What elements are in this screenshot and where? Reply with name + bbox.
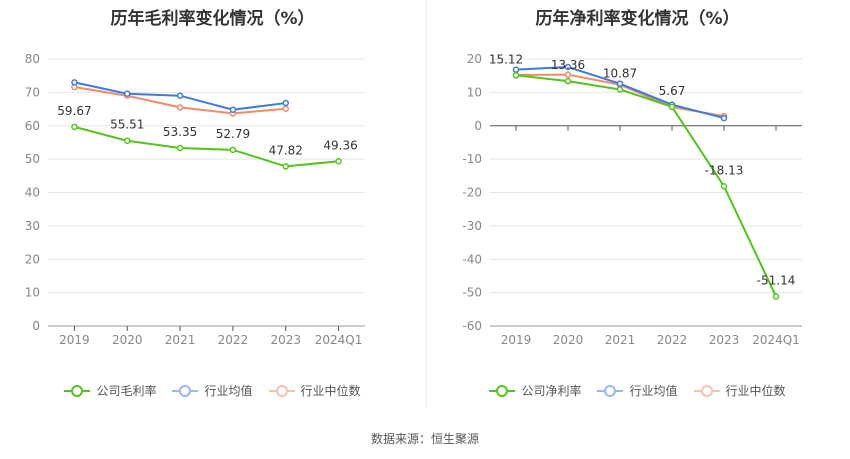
legend-label: 公司净利率 [521,384,582,398]
data-label: 10.87 [603,66,637,80]
gross-margin-panel: 历年毛利率变化情况（%） 0 10 20 30 40 50 60 70 80 2019 2020 20… [0,0,425,410]
y-tick-label: -30 [462,219,482,233]
x-tick-label: 2020 [112,333,143,347]
legend-item-1[interactable]: 行业均值 [172,382,253,399]
data-label: 49.36 [323,138,357,152]
data-label: -18.13 [705,163,744,177]
net-margin-panel: 历年净利率变化情况（%） -60 -50 -40 -30 -20 -10 0 10 20 2019… [425,0,850,410]
y-tick-label: 20 [25,252,40,266]
x-tick-label: 2019 [59,333,90,347]
series-0-point[interactable] [616,86,624,93]
series-1-point[interactable] [616,80,624,87]
data-label: 47.82 [269,143,303,157]
x-tick-label: 2019 [501,333,532,347]
legend-swatch-icon [172,384,199,398]
legend-label: 公司毛利率 [96,384,157,398]
series-0-point[interactable] [71,123,78,131]
data-label: 15.12 [489,52,523,66]
y-tick-label: -10 [462,152,482,166]
y-tick-label: 10 [25,286,40,300]
legend-label: 行业均值 [629,384,678,398]
legend-item-1[interactable]: 行业均值 [597,382,678,399]
data-label: 55.51 [110,118,144,132]
series-0-point[interactable] [124,137,131,144]
series-1-point[interactable] [282,99,289,107]
x-tick-label: 2022 [657,333,688,347]
series-1-point[interactable] [229,106,237,113]
y-tick-label: -50 [462,286,482,300]
legend-item-2[interactable]: 行业中位数 [268,382,361,399]
series-0-point[interactable] [176,144,184,152]
net-margin-legend: 公司净利率 行业均值 行业中位数 [425,382,850,399]
series-0-point[interactable] [512,72,520,79]
data-label: 59.67 [57,104,91,118]
y-tick-label: 10 [467,85,482,99]
legend-label: 行业中位数 [300,384,361,398]
data-source-note: 数据来源：恒生聚源 [370,432,479,446]
series-1-point[interactable] [512,66,520,73]
series-1-point[interactable] [71,79,78,86]
y-tick-label: -40 [462,252,482,266]
y-tick-label: 40 [25,186,40,200]
legend-swatch-icon [693,384,720,398]
y-tick-label: -20 [462,186,482,200]
series-2-point[interactable] [282,105,289,112]
legend-swatch-icon [268,384,295,398]
legend-swatch-icon [489,384,516,398]
gross-margin-legend: 公司毛利率 行业均值 行业中位数 [0,382,425,399]
series-0-point[interactable] [335,158,342,165]
y-tick-label: -60 [462,319,482,333]
y-tick-label: 0 [474,119,482,133]
x-tick-label: 2023 [270,333,301,347]
chart-title: 历年净利率变化情况（%） [535,9,740,29]
series-2-point[interactable] [176,104,184,111]
data-label: 5.67 [659,84,686,98]
legend-swatch-icon [64,384,91,398]
series-0-point[interactable] [229,146,237,154]
data-label: 53.35 [163,125,197,139]
y-tick-label: 0 [32,319,40,333]
legend-item-0[interactable]: 公司毛利率 [64,382,156,399]
net-margin-chart: -60 -50 -40 -30 -20 -10 0 10 20 2019 2020 2021 2022 2… [462,52,802,347]
series-0-line [515,74,777,297]
series-2-point[interactable] [564,71,572,78]
series-0-point[interactable] [668,103,676,111]
series-0-point[interactable] [564,77,572,85]
legend-item-2[interactable]: 行业中位数 [693,382,786,399]
chart-title: 历年毛利率变化情况（%） [110,9,315,29]
y-tick-label: 70 [25,85,40,99]
x-tick-label: 2021 [165,333,196,347]
gross-margin-chart: 0 10 20 30 40 50 60 70 80 2019 2020 2021 2022 2023 202… [25,52,365,347]
series-0-point[interactable] [282,163,289,170]
x-tick-label: 2020 [553,333,584,347]
y-tick-label: 30 [25,219,40,233]
legend-item-0[interactable]: 公司净利率 [489,382,581,399]
data-label: 13.36 [551,58,585,72]
legend-label: 行业均值 [204,384,253,398]
data-label: 52.79 [216,127,250,141]
x-tick-label: 2024Q1 [752,333,800,347]
y-tick-label: 80 [25,52,40,66]
x-tick-label: 2021 [605,333,636,347]
series-1-point[interactable] [720,114,728,122]
series-1-point[interactable] [124,90,131,97]
series-1-point[interactable] [176,92,184,99]
x-tick-label: 2023 [709,333,740,347]
y-tick-label: 20 [467,52,482,66]
series-0-point[interactable] [772,293,780,300]
panel-divider [426,0,427,408]
x-tick-label: 2022 [218,333,249,347]
data-label: -51.14 [757,273,796,287]
y-tick-label: 50 [25,152,40,166]
series-0-point[interactable] [720,183,728,190]
series-0-line [74,125,339,168]
legend-label: 行业中位数 [725,384,786,398]
x-tick-label: 2024Q1 [315,333,363,347]
series-1-point[interactable] [564,63,572,71]
legend-swatch-icon [597,384,624,398]
y-tick-label: 60 [25,119,40,133]
